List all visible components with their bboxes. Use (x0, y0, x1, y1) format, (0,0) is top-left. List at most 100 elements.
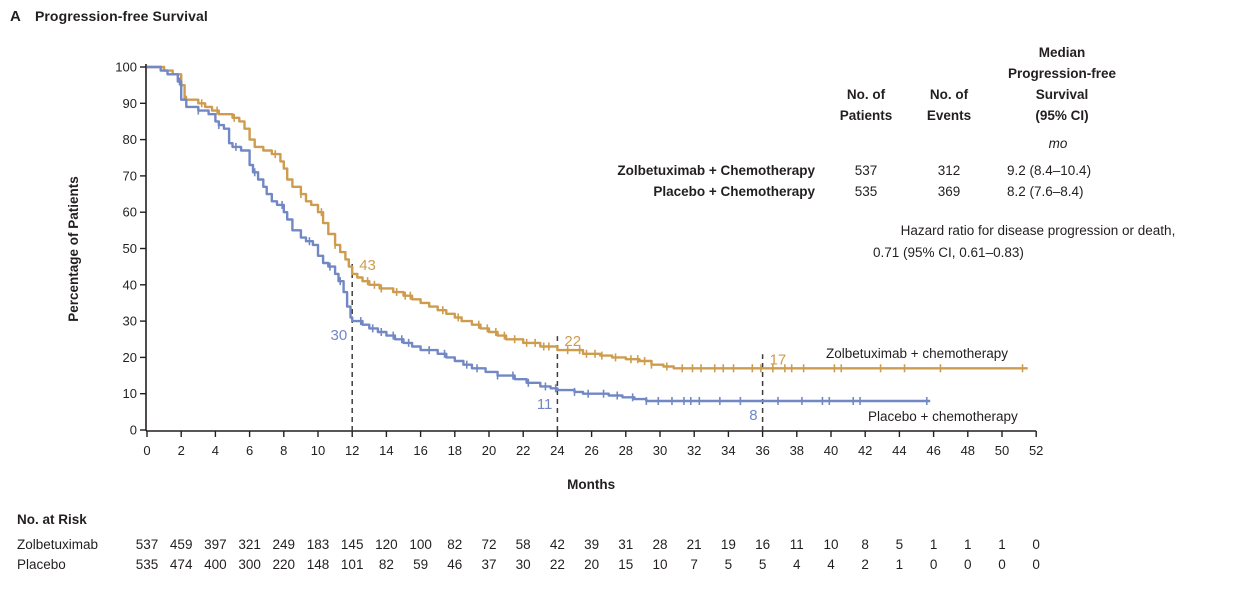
risk-value: 58 (515, 537, 531, 552)
hazard-ratio-line2: 0.71 (95% CI, 0.61–0.83) (873, 245, 1024, 260)
stats-median-placebo: 8.2 (7.6–8.4) (1007, 184, 1084, 199)
risk-value: 30 (515, 557, 531, 572)
x-tick-label: 36 (755, 443, 769, 458)
risk-value: 0 (998, 557, 1006, 572)
risk-value: 397 (204, 537, 227, 552)
x-tick-label: 48 (961, 443, 975, 458)
stats-header-events: No. of Events (926, 87, 972, 123)
x-tick-label: 10 (311, 443, 325, 458)
risk-value: 4 (793, 557, 801, 572)
risk-value: 0 (1032, 557, 1040, 572)
risk-value: 535 (135, 557, 159, 572)
risk-value: 31 (618, 537, 634, 552)
risk-value: 19 (720, 537, 736, 552)
risk-value: 400 (204, 557, 227, 572)
x-tick-label: 22 (516, 443, 530, 458)
x-tick-label: 32 (687, 443, 701, 458)
risk-value: 220 (272, 557, 296, 572)
risk-value: 8 (861, 537, 869, 552)
x-tick-label: 0 (143, 443, 150, 458)
risk-value: 7 (690, 557, 698, 572)
x-tick-label: 2 (178, 443, 185, 458)
milestone-value-zolbetuximab-36: 17 (770, 351, 787, 368)
panel-title-text: Progression-free Survival (34, 8, 208, 24)
risk-value: 82 (378, 557, 394, 572)
y-axis-title: Percentage of Patients (66, 176, 81, 322)
placebo-survival-curve (147, 65, 931, 403)
risk-value: 16 (755, 537, 771, 552)
risk-row-label-zolbetuximab: Zolbetuximab (17, 537, 99, 552)
risk-value: 1 (998, 537, 1006, 552)
x-tick-label: 40 (824, 443, 838, 458)
x-axis-title: Months (567, 477, 615, 492)
x-tick-label: 50 (995, 443, 1009, 458)
risk-value: 300 (238, 557, 261, 572)
milestone-value-placebo-12: 30 (331, 327, 348, 344)
risk-value: 0 (1032, 537, 1040, 552)
x-tick-label: 20 (482, 443, 496, 458)
x-tick-label: 6 (246, 443, 253, 458)
stats-patients-zolbetuximab: 537 (854, 163, 878, 178)
y-tick-label: 70 (123, 168, 137, 183)
stats-row-label-placebo: Placebo + Chemotherapy (653, 184, 815, 199)
zolbetuximab-survival-curve (147, 65, 1028, 370)
risk-value: 42 (549, 537, 565, 552)
x-tick-label: 42 (858, 443, 872, 458)
x-tick-label: 30 (653, 443, 667, 458)
risk-value: 5 (758, 557, 767, 572)
x-tick-label: 4 (212, 443, 219, 458)
risk-value: 10 (823, 537, 839, 552)
hazard-ratio-line1: Hazard ratio for disease progression or … (900, 223, 1176, 238)
panel-letter: A (10, 8, 21, 25)
milestone-value-zolbetuximab-12: 43 (359, 257, 376, 274)
stats-row-label-zolbetuximab: Zolbetuximab + Chemotherapy (617, 163, 815, 178)
risk-value: 15 (618, 557, 634, 572)
x-tick-label: 8 (280, 443, 287, 458)
x-tick-label: 14 (379, 443, 393, 458)
risk-value: 10 (652, 557, 668, 572)
x-tick-label: 18 (448, 443, 462, 458)
risk-value: 20 (584, 557, 600, 572)
x-tick-label: 28 (619, 443, 633, 458)
x-tick-label: 52 (1029, 443, 1043, 458)
risk-value: 4 (827, 557, 835, 572)
risk-value: 537 (135, 537, 159, 552)
milestone-value-zolbetuximab-24: 22 (564, 333, 581, 350)
risk-value: 0 (929, 557, 938, 572)
stats-header-median: Median Progression-free Survival (95% CI… (1007, 45, 1117, 123)
risk-value: 0 (964, 557, 972, 572)
stats-header-patients: No. of Patients (839, 87, 893, 123)
y-tick-label: 90 (123, 96, 137, 111)
y-tick-label: 20 (123, 350, 137, 365)
x-tick-label: 12 (345, 443, 359, 458)
risk-value: 72 (481, 537, 497, 552)
risk-value: 37 (481, 557, 497, 572)
series-label-placebo: Placebo + chemotherapy (868, 409, 1018, 424)
risk-value: 120 (375, 537, 398, 552)
risk-value: 459 (169, 537, 193, 552)
milestone-value-placebo-36: 8 (749, 407, 757, 424)
y-tick-label: 80 (123, 132, 137, 147)
risk-value: 28 (652, 537, 668, 552)
risk-value: 474 (169, 557, 193, 572)
risk-value: 11 (789, 537, 804, 552)
risk-value: 46 (447, 557, 463, 572)
risk-values-row-zolbetuximab: 537 459 397 321 249 183 145 120 100 82 72 58 42 39 31 2… (0, 537, 1236, 553)
risk-value: 183 (306, 537, 330, 552)
y-tick-label: 100 (115, 60, 137, 75)
risk-table-title: No. at Risk (17, 512, 87, 527)
risk-value: 249 (272, 537, 296, 552)
y-tick-label: 50 (123, 241, 137, 256)
risk-value: 39 (584, 537, 600, 552)
figure-title: A Progression-free Survival (10, 8, 208, 25)
y-tick-label: 40 (123, 277, 137, 292)
risk-value: 1 (929, 537, 938, 552)
risk-values-row-placebo: 535 474 400 300 220 148 101 82 59 46 37 30 22 20 15 10 7… (0, 557, 1236, 573)
x-tick-label: 16 (413, 443, 427, 458)
risk-value: 59 (413, 557, 429, 572)
risk-value: 5 (724, 557, 733, 572)
x-tick-label: 38 (790, 443, 804, 458)
y-tick-label: 60 (123, 205, 137, 220)
y-tick-label: 0 (130, 423, 137, 438)
